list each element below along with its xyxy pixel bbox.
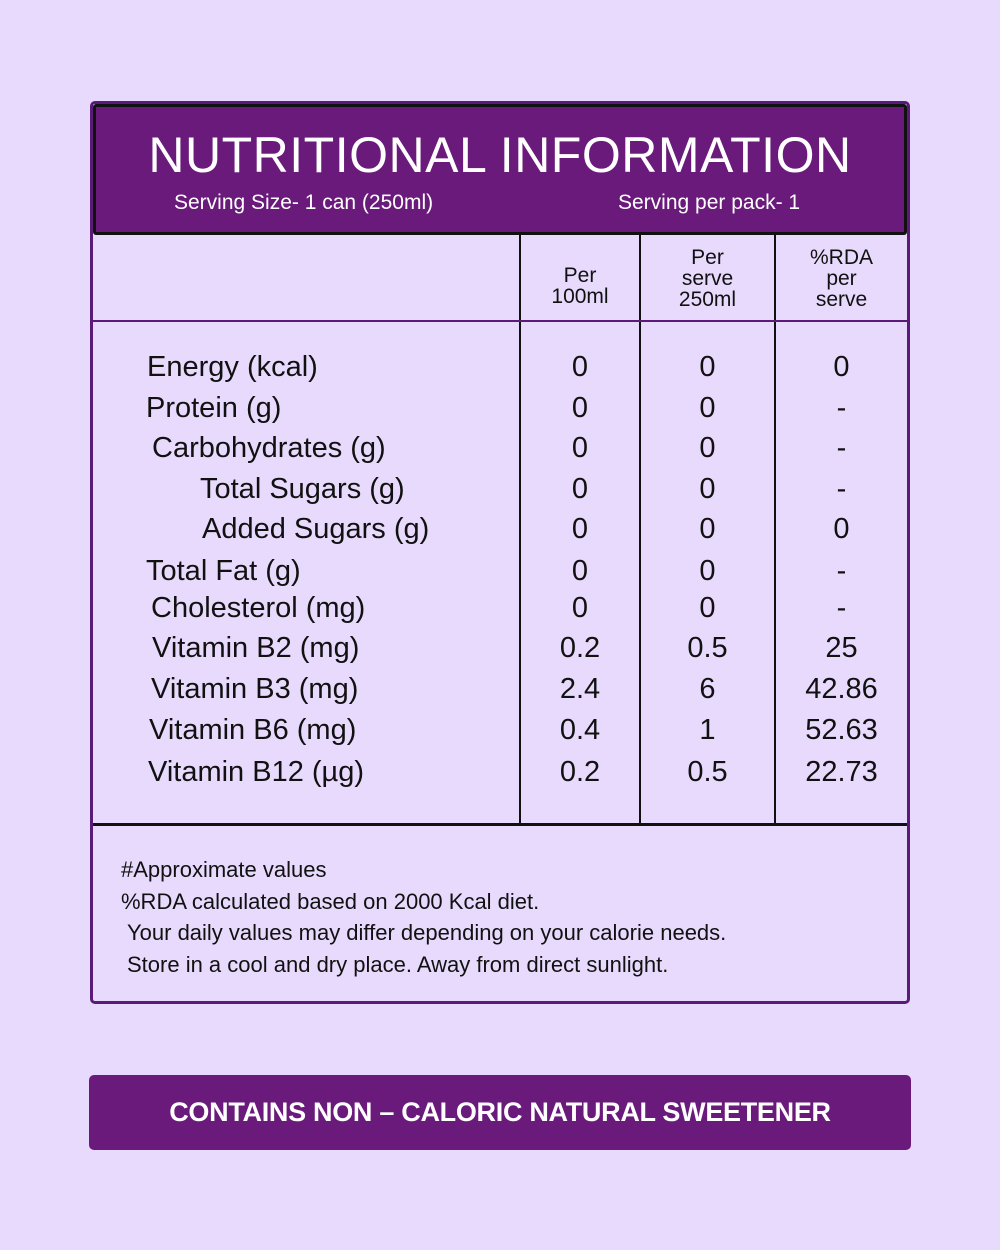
table-row: Carbohydrates (g) 0 0 - <box>93 428 907 468</box>
per-serve-value: 0 <box>699 351 716 383</box>
footnote: %RDA calculated based on 2000 Kcal diet. <box>121 888 540 914</box>
footnotes: #Approximate values %RDA calculated base… <box>121 854 726 980</box>
rda-value: - <box>836 555 847 587</box>
nutrient-label: Added Sugars (g) <box>202 513 430 545</box>
rda-value: 52.63 <box>805 714 878 746</box>
column-header-per-serve: Per serve 250ml <box>678 246 737 311</box>
column-header-per-100ml: Per 100ml <box>551 264 609 308</box>
nutrient-label: Carbohydrates (g) <box>152 432 386 464</box>
serving-per-pack: Serving per pack- 1 <box>618 191 801 214</box>
rda-value: 22.73 <box>805 756 878 788</box>
rda-value: - <box>836 432 847 464</box>
per-serve-value: 1 <box>699 714 716 746</box>
per-serve-value: 0 <box>699 592 716 624</box>
nutrient-label: Vitamin B12 (µg) <box>148 756 365 788</box>
per-100ml-value: 0 <box>571 351 589 383</box>
per-serve-value: 0 <box>699 555 716 587</box>
rda-value: 0 <box>833 351 850 383</box>
rda-value: - <box>836 392 847 424</box>
per-serve-value: 6 <box>699 673 716 705</box>
table-row: Protein (g) 0 0 - <box>93 388 907 428</box>
nutrition-header: NUTRITIONAL INFORMATION Serving Size- 1 … <box>93 104 907 235</box>
per-100ml-value: 0 <box>571 592 589 624</box>
rda-value: - <box>836 592 847 624</box>
table-row: Cholesterol (mg) 0 0 - <box>93 588 907 628</box>
table-row: Vitamin B3 (mg) 2.4 6 42.86 <box>93 669 907 709</box>
rda-value: - <box>836 473 847 505</box>
header-row-divider <box>93 320 907 322</box>
nutrient-label: Vitamin B3 (mg) <box>151 673 359 705</box>
per-serve-value: 0 <box>699 392 716 424</box>
per-100ml-value: 0 <box>571 555 589 587</box>
per-100ml-value: 0 <box>571 392 589 424</box>
rda-value: 25 <box>825 632 858 664</box>
per-serve-value: 0 <box>699 513 716 545</box>
footnote: Store in a cool and dry place. Away from… <box>127 951 669 977</box>
table-row: Total Fat (g) 0 0 - <box>93 551 907 591</box>
per-100ml-value: 2.4 <box>559 673 601 705</box>
footnote: Your daily values may differ depending o… <box>127 920 727 945</box>
nutrient-label: Protein (g) <box>146 392 282 424</box>
column-header-rda: %RDA per serve <box>809 246 873 311</box>
column-divider <box>774 235 776 826</box>
per-serve-value: 0 <box>699 432 716 464</box>
table-row: Vitamin B12 (µg) 0.2 0.5 22.73 <box>93 752 907 792</box>
sweetener-banner: CONTAINS NON – CALORIC NATURAL SWEETENER <box>89 1075 911 1150</box>
per-serve-value: 0.5 <box>687 756 728 788</box>
per-100ml-value: 0.2 <box>559 632 601 664</box>
per-100ml-value: 0 <box>571 432 589 464</box>
nutrient-label: Total Sugars (g) <box>200 473 405 505</box>
page-title: NUTRITIONAL INFORMATION <box>148 127 852 183</box>
table-bottom-divider <box>93 823 907 826</box>
nutrient-label: Vitamin B6 (mg) <box>149 714 357 746</box>
table-row: Vitamin B6 (mg) 0.4 1 52.63 <box>93 710 907 750</box>
table-row: Total Sugars (g) 0 0 - <box>93 469 907 509</box>
per-serve-value: 0 <box>699 473 716 505</box>
footnote: #Approximate values <box>121 857 327 882</box>
nutrient-label: Cholesterol (mg) <box>151 592 366 624</box>
column-divider <box>519 235 521 826</box>
nutrient-label: Vitamin B2 (mg) <box>152 632 360 664</box>
per-100ml-value: 0.2 <box>559 756 601 788</box>
serving-size: Serving Size- 1 can (250ml) <box>174 191 434 214</box>
per-100ml-value: 0.4 <box>559 714 601 746</box>
nutrition-panel: NUTRITIONAL INFORMATION Serving Size- 1 … <box>90 101 910 1004</box>
rda-value: 0 <box>833 513 850 545</box>
per-serve-value: 0.5 <box>687 632 728 664</box>
table-row: Added Sugars (g) 0 0 0 <box>93 509 907 549</box>
nutrient-label: Total Fat (g) <box>146 555 301 587</box>
nutrient-label: Energy (kcal) <box>147 351 318 383</box>
table-row: Energy (kcal) 0 0 0 <box>93 347 907 387</box>
rda-value: 42.86 <box>805 673 878 705</box>
table-row: Vitamin B2 (mg) 0.2 0.5 25 <box>93 628 907 668</box>
per-100ml-value: 0 <box>571 513 589 545</box>
column-divider <box>639 235 641 826</box>
per-100ml-value: 0 <box>571 473 589 505</box>
